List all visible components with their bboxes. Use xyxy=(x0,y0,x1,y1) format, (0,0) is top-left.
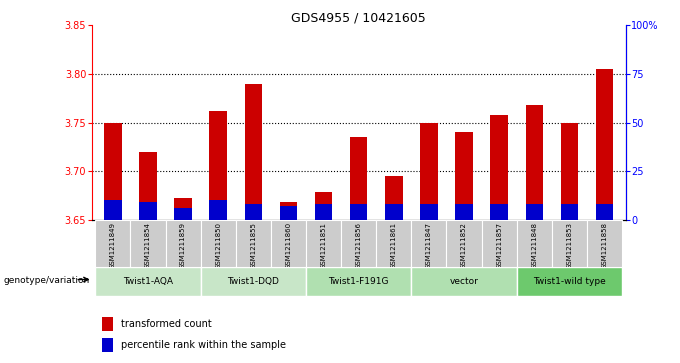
Text: genotype/variation: genotype/variation xyxy=(3,276,90,285)
Bar xyxy=(350,204,367,220)
Bar xyxy=(596,204,613,220)
Text: percentile rank within the sample: percentile rank within the sample xyxy=(121,340,286,350)
Bar xyxy=(271,220,306,267)
Bar xyxy=(526,105,543,220)
Bar xyxy=(376,220,411,267)
Bar xyxy=(201,220,236,267)
Bar xyxy=(526,204,543,220)
Text: GSM1211858: GSM1211858 xyxy=(602,222,607,269)
Bar xyxy=(245,204,262,220)
Bar xyxy=(104,122,122,220)
Bar xyxy=(560,204,578,220)
Bar xyxy=(411,220,447,267)
Text: GSM1211859: GSM1211859 xyxy=(180,222,186,269)
Text: Twist1-F191G: Twist1-F191G xyxy=(328,277,389,286)
Text: GSM1211850: GSM1211850 xyxy=(216,222,221,269)
Bar xyxy=(306,267,411,296)
Bar xyxy=(209,111,227,220)
Text: Twist1-wild type: Twist1-wild type xyxy=(533,277,606,286)
Bar xyxy=(411,267,517,296)
Text: GSM1211856: GSM1211856 xyxy=(356,222,362,269)
Bar xyxy=(456,204,473,220)
Text: Twist1-AQA: Twist1-AQA xyxy=(123,277,173,286)
Text: GSM1211861: GSM1211861 xyxy=(391,222,397,269)
Bar xyxy=(481,220,517,267)
Bar xyxy=(306,220,341,267)
Bar xyxy=(385,176,403,220)
Bar xyxy=(420,122,438,220)
Bar xyxy=(490,204,508,220)
Text: GSM1211854: GSM1211854 xyxy=(145,222,151,269)
Text: Twist1-DQD: Twist1-DQD xyxy=(227,277,279,286)
Text: GSM1211849: GSM1211849 xyxy=(110,222,116,269)
Bar xyxy=(385,204,403,220)
Text: GSM1211847: GSM1211847 xyxy=(426,222,432,269)
Bar xyxy=(315,204,333,220)
Text: GSM1211857: GSM1211857 xyxy=(496,222,502,269)
Title: GDS4955 / 10421605: GDS4955 / 10421605 xyxy=(291,11,426,24)
Bar xyxy=(95,220,131,267)
Bar xyxy=(341,220,376,267)
Bar xyxy=(596,69,613,220)
Bar xyxy=(104,200,122,220)
Bar xyxy=(560,122,578,220)
Bar xyxy=(139,202,157,220)
Bar xyxy=(103,338,113,352)
Text: GSM1211853: GSM1211853 xyxy=(566,222,573,269)
Text: GSM1211852: GSM1211852 xyxy=(461,222,467,269)
Bar xyxy=(279,202,297,220)
Bar xyxy=(587,220,622,267)
Text: transformed count: transformed count xyxy=(121,319,211,329)
Text: GSM1211855: GSM1211855 xyxy=(250,222,256,269)
Bar xyxy=(517,220,552,267)
Bar xyxy=(174,208,192,220)
Bar xyxy=(174,198,192,220)
Text: GSM1211851: GSM1211851 xyxy=(320,222,326,269)
Bar xyxy=(236,220,271,267)
Bar xyxy=(456,132,473,220)
Bar xyxy=(103,317,113,331)
Bar xyxy=(131,220,165,267)
Text: vector: vector xyxy=(449,277,479,286)
Bar xyxy=(490,115,508,220)
Bar xyxy=(165,220,201,267)
Bar xyxy=(279,206,297,220)
Bar xyxy=(209,200,227,220)
Bar xyxy=(201,267,306,296)
Text: GSM1211860: GSM1211860 xyxy=(286,222,292,269)
Bar xyxy=(245,83,262,220)
Text: GSM1211848: GSM1211848 xyxy=(531,222,537,269)
Bar xyxy=(95,267,201,296)
Bar xyxy=(350,137,367,220)
Bar xyxy=(447,220,481,267)
Bar xyxy=(552,220,587,267)
Bar xyxy=(315,192,333,220)
Bar xyxy=(517,267,622,296)
Bar xyxy=(420,204,438,220)
Bar xyxy=(139,152,157,220)
